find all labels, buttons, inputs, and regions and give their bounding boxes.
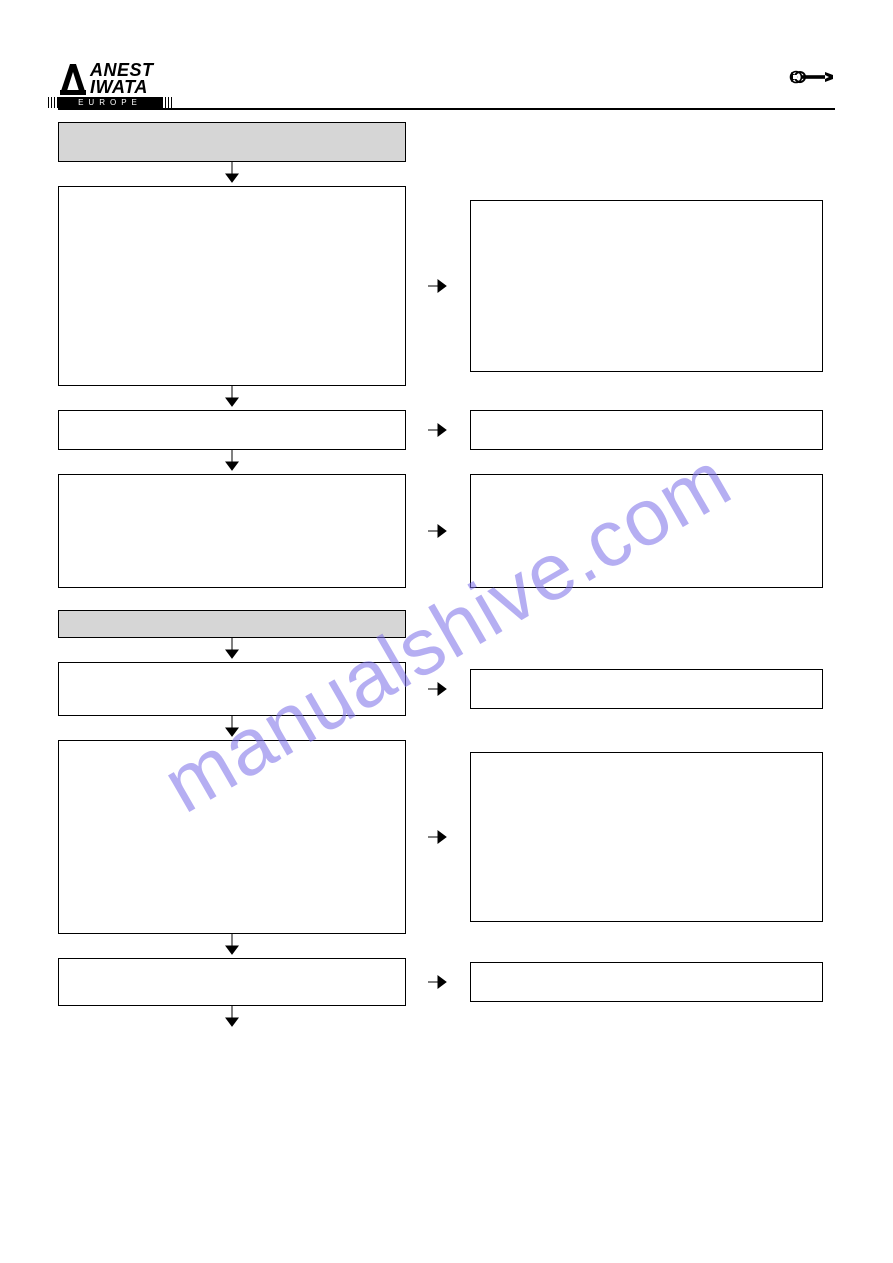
- wrench-icon: [789, 68, 835, 86]
- flow-step-header-2: [58, 610, 406, 638]
- flow-step-1-right: [470, 200, 823, 372]
- arrow-down-icon: [224, 1006, 240, 1030]
- arrow-right-icon: [428, 975, 448, 989]
- flow-step-3-right: [470, 474, 823, 588]
- page-header: ANEST IWATA EUROPE: [58, 62, 835, 110]
- flow-step-4-left: [58, 662, 406, 716]
- arrow-down-icon: [224, 162, 240, 186]
- flow-step-1-left: [58, 186, 406, 386]
- arrow-right-icon: [428, 682, 448, 696]
- flow-step-header-1: [58, 122, 406, 162]
- arrow-down-icon: [224, 716, 240, 740]
- flow-step-6-right: [470, 962, 823, 1002]
- logo-europe-bar: EUROPE: [58, 97, 162, 108]
- flow-step-2-left: [58, 410, 406, 450]
- arrow-right-icon: [428, 279, 448, 293]
- arrow-down-icon: [224, 450, 240, 474]
- arrow-right-icon: [428, 524, 448, 538]
- flow-step-5-right: [470, 752, 823, 922]
- flow-step-6-left: [58, 958, 406, 1006]
- arrow-down-icon: [224, 934, 240, 958]
- arrow-right-icon: [428, 830, 448, 844]
- flow-step-5-left: [58, 740, 406, 934]
- flow-step-4-right: [470, 669, 823, 709]
- flow-step-2-right: [470, 410, 823, 450]
- arrow-down-icon: [224, 638, 240, 662]
- flow-step-3-left: [58, 474, 406, 588]
- arrow-down-icon: [224, 386, 240, 410]
- brand-logo: ANEST IWATA EUROPE: [58, 62, 162, 108]
- arrow-right-icon: [428, 423, 448, 437]
- logo-line2: IWATA: [90, 79, 154, 96]
- logo-mark-icon: [58, 62, 88, 96]
